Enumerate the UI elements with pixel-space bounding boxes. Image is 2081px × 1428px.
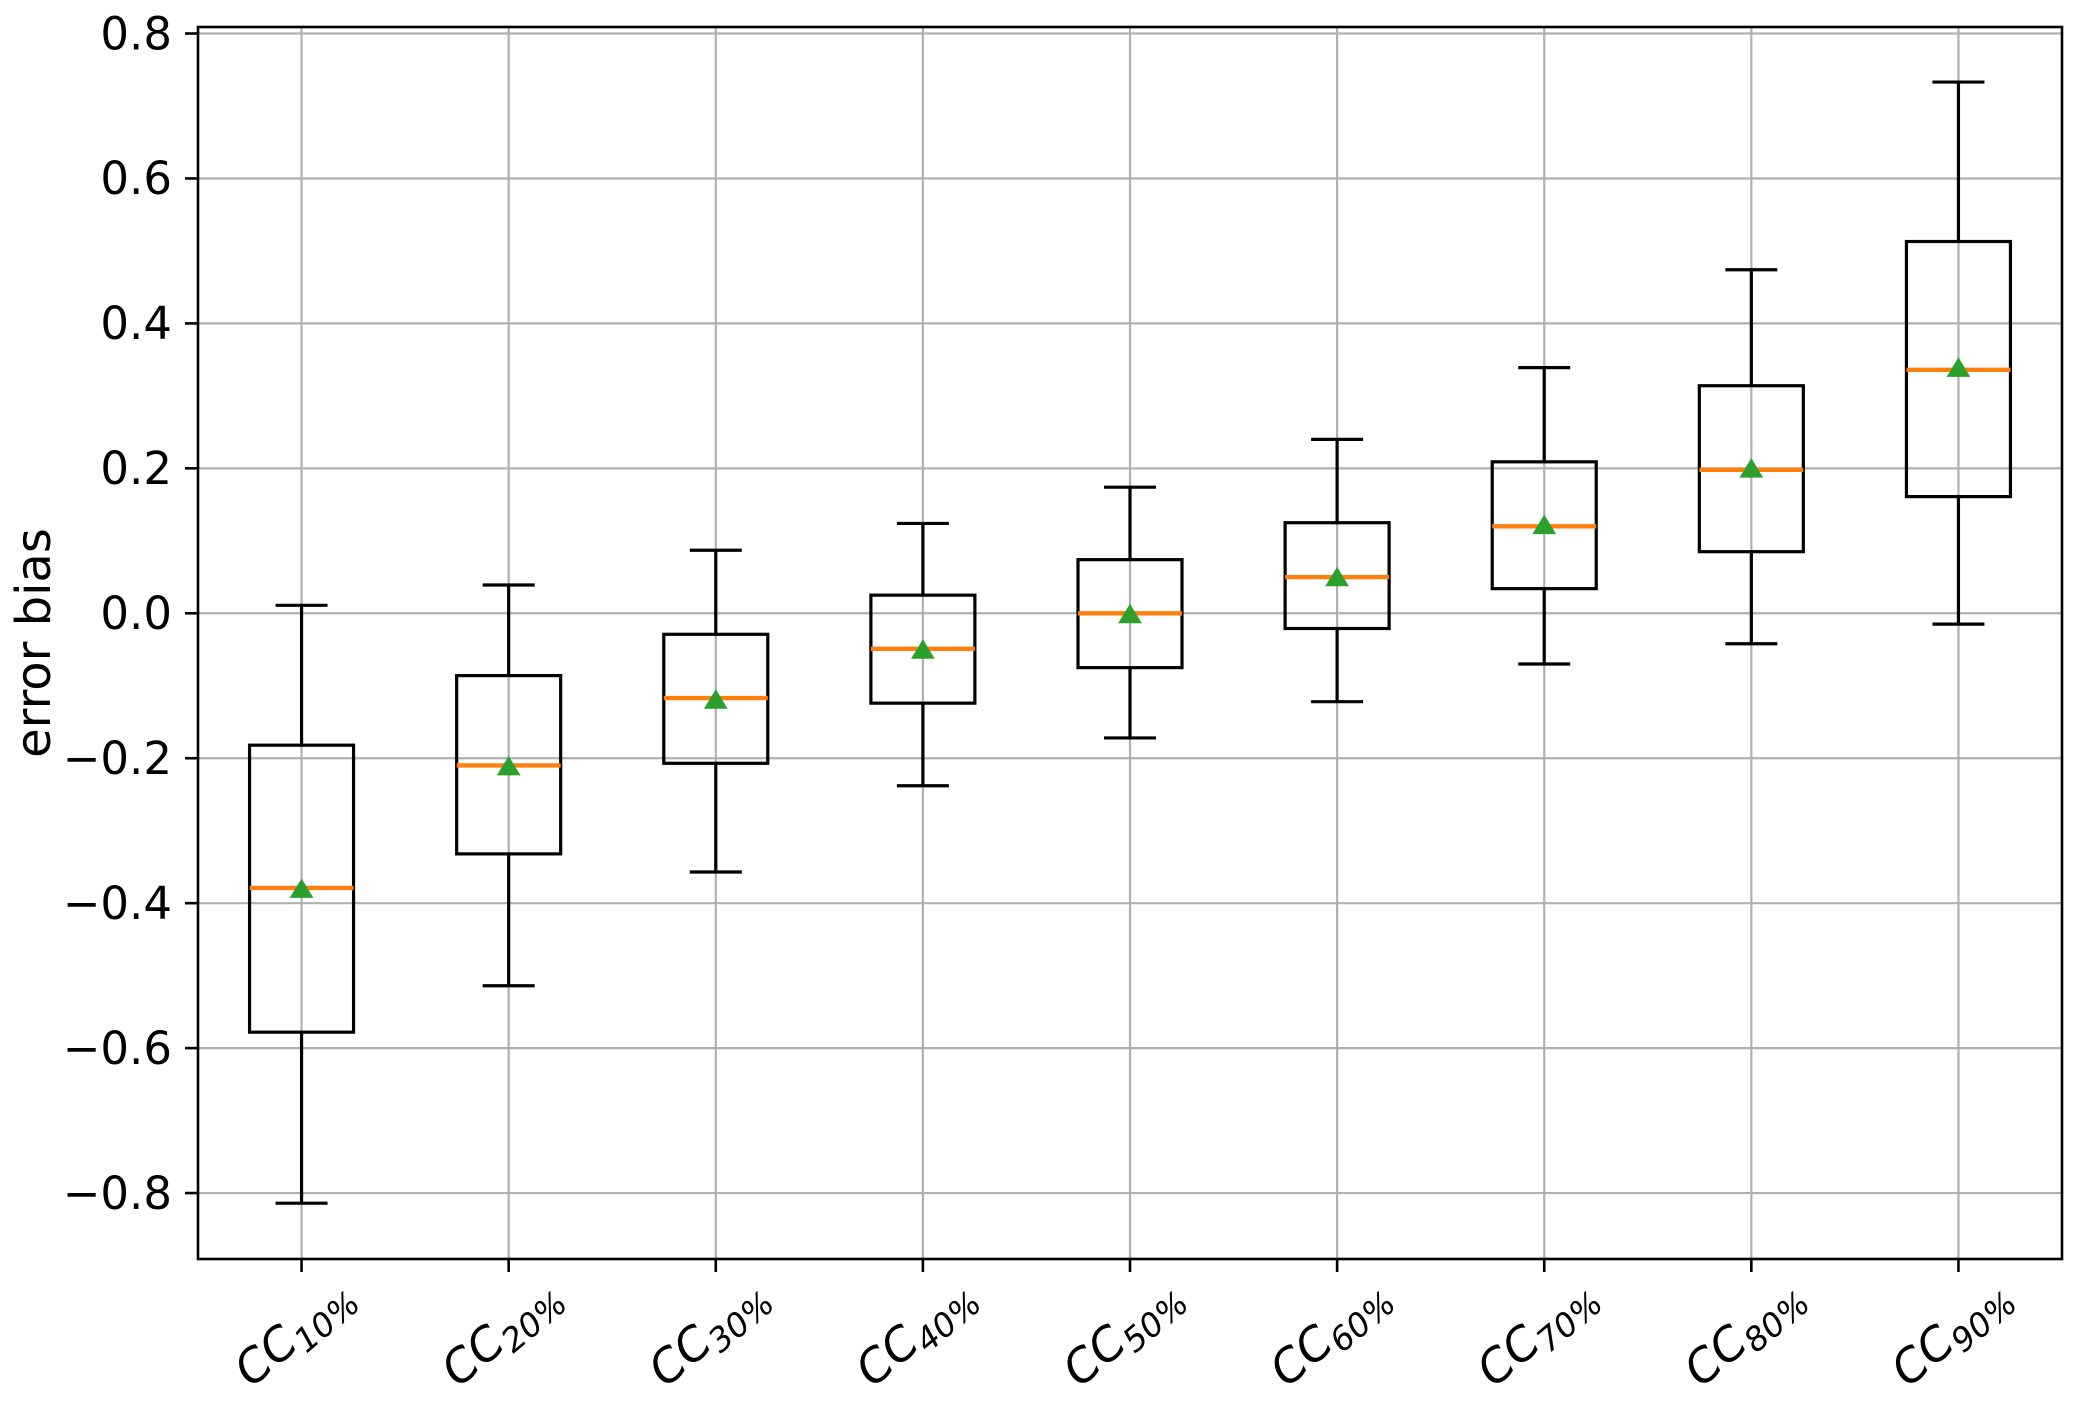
y-tick-label: 0.4	[100, 297, 172, 350]
x-tick-label: CC80%	[1673, 1267, 1817, 1401]
box-group	[1490, 366, 1598, 666]
x-tick-label: CC70%	[1466, 1267, 1610, 1401]
mean-marker	[289, 878, 314, 898]
x-tick-label: CC10%	[224, 1267, 368, 1401]
mean-marker	[1118, 603, 1142, 624]
y-tick-label: −0.6	[63, 1022, 172, 1075]
y-tick-label: 0.8	[100, 7, 172, 60]
box-group	[247, 603, 356, 1205]
y-tick-label: 0.6	[100, 152, 172, 205]
x-tick-label: CC50%	[1052, 1267, 1196, 1401]
box-group	[1076, 485, 1184, 740]
x-tick-label: CC90%	[1880, 1267, 2024, 1401]
y-axis-title: error bias	[6, 528, 62, 758]
mean-marker	[910, 639, 935, 659]
grid-layer	[198, 27, 2062, 1259]
mean-marker	[1325, 566, 1350, 587]
y-tick-label: −0.8	[63, 1167, 172, 1220]
x-tick-label: CC30%	[638, 1267, 782, 1401]
x-tick-label: CC20%	[431, 1267, 575, 1401]
x-tick-label: CC60%	[1259, 1267, 1403, 1401]
mean-marker	[1532, 514, 1557, 535]
box-series-layer	[247, 80, 2013, 1205]
box-group	[869, 521, 977, 788]
y-tick-label: −0.2	[63, 732, 172, 785]
mean-marker	[1946, 357, 1971, 377]
mean-marker	[496, 755, 521, 776]
box-group	[1283, 437, 1391, 704]
box-group	[455, 583, 563, 988]
y-tick-label: −0.4	[63, 877, 172, 930]
axes-layer	[185, 25, 2064, 1272]
mean-marker	[703, 689, 728, 709]
y-tick-label: 0.0	[100, 587, 172, 640]
y-tick-label: 0.2	[100, 442, 172, 495]
box-group	[1697, 268, 1805, 646]
box-group	[1904, 80, 2013, 626]
mean-marker	[1739, 458, 1764, 478]
box-group	[662, 548, 770, 874]
x-tick-label: CC40%	[845, 1267, 989, 1401]
